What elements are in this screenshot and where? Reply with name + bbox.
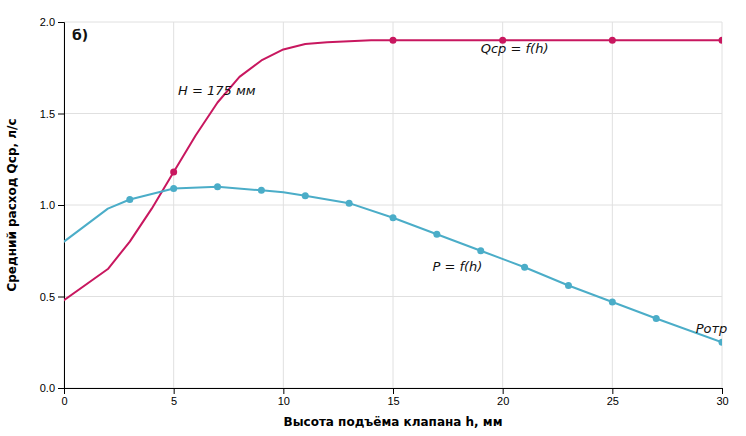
tick-mark — [174, 388, 175, 394]
tick-mark — [283, 388, 284, 394]
tick: 5 — [171, 388, 177, 407]
point — [302, 192, 309, 199]
tick: 25 — [607, 388, 619, 407]
tick-label: 0.5 — [40, 291, 55, 303]
tick: 15 — [387, 388, 399, 407]
grid-line — [64, 22, 722, 23]
tick-label: 15 — [387, 395, 399, 407]
grid-line — [64, 113, 722, 114]
point — [477, 247, 484, 254]
y-axis: 0.0 0.5 1.0 1.5 2.0 — [40, 16, 65, 394]
tick: 10 — [278, 388, 290, 407]
point — [521, 264, 528, 271]
annotation: H = 175 мм — [178, 83, 256, 98]
point — [653, 315, 660, 322]
tick-mark — [58, 297, 64, 298]
grid — [64, 22, 722, 388]
tick-mark — [58, 388, 64, 389]
point — [126, 196, 133, 203]
point — [719, 37, 723, 44]
tick-label: 10 — [278, 395, 290, 407]
annotation: Qср = f(h) — [481, 41, 549, 56]
line — [64, 187, 722, 343]
point — [346, 200, 353, 207]
axis-line — [58, 23, 65, 389]
chart: 0 5 10 15 20 25 30 0.0 0.5 1.0 1.5 2.0 H = 175 мм Qср… — [0, 0, 746, 436]
marks — [64, 37, 722, 346]
point — [258, 187, 265, 194]
tick-label: 5 — [171, 395, 177, 407]
tick: 0.5 — [40, 291, 64, 303]
tick-label: 30 — [716, 395, 728, 407]
point — [433, 231, 440, 238]
tick-mark — [503, 388, 504, 394]
x-axis-title: Высота подъёма клапана h, мм — [284, 415, 503, 429]
tick-label: 20 — [497, 395, 509, 407]
tick-label: 1.0 — [40, 199, 55, 211]
tick: 1.5 — [40, 108, 64, 120]
line — [64, 40, 722, 300]
point — [609, 37, 616, 44]
point — [170, 185, 177, 192]
point — [390, 37, 397, 44]
tick-mark — [612, 388, 613, 394]
plot: 0 5 10 15 20 25 30 0.0 0.5 1.0 1.5 2.0 H = 175 мм Qср… — [40, 16, 729, 407]
annotations: H = 175 мм Qср = f(h) P = f(h) Pотр б) — [72, 27, 727, 336]
point — [565, 282, 572, 289]
grid-line — [64, 296, 722, 297]
tick-mark — [393, 388, 394, 394]
annotation: P = f(h) — [432, 259, 482, 274]
tick-mark — [58, 114, 64, 115]
axis-line — [65, 389, 723, 395]
tick: 30 — [716, 388, 728, 407]
tick-label: 2.0 — [40, 16, 55, 28]
tick: 0 — [61, 388, 67, 407]
point — [390, 214, 397, 221]
point — [170, 169, 177, 176]
tick: 1.0 — [40, 199, 64, 211]
tick-label: 0.0 — [40, 382, 55, 394]
y-axis-title: Средний расход Qср, л/с — [5, 118, 19, 291]
tick: 2.0 — [40, 16, 64, 28]
annotation: Pотр — [696, 321, 728, 336]
x-axis: 0 5 10 15 20 25 30 — [61, 388, 728, 407]
point — [609, 298, 616, 305]
tick-label: 25 — [607, 395, 619, 407]
panel-label: б) — [72, 27, 88, 43]
tick-mark — [58, 205, 64, 206]
tick-mark — [58, 22, 64, 23]
point — [719, 339, 723, 346]
tick-label: 1.5 — [40, 108, 55, 120]
tick-label: 0 — [61, 395, 67, 407]
point — [214, 183, 221, 190]
tick-mark — [722, 388, 723, 394]
tick: 0.0 — [40, 382, 64, 394]
grid-line — [64, 205, 722, 206]
tick: 20 — [497, 388, 509, 407]
